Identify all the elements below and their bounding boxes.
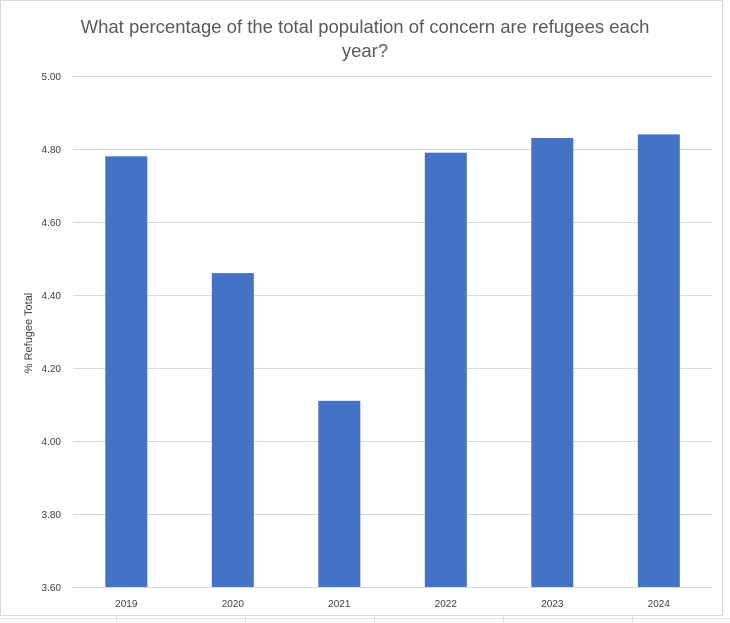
y-tick-label: 3.80 — [42, 510, 62, 521]
y-tick-label: 5.00 — [42, 72, 62, 83]
y-tick-label: 4.80 — [42, 145, 62, 156]
y-tick-label: 4.20 — [42, 364, 62, 375]
bar-2019 — [105, 156, 148, 588]
x-tick-label: 2024 — [648, 599, 671, 610]
bar-2022 — [424, 152, 467, 587]
y-axis-tick-labels: 3.60 3.80 4.00 4.20 4.40 4.60 4.80 5.00 — [42, 72, 62, 594]
x-tick-label: 2021 — [328, 599, 351, 610]
chart-title-line-2: year? — [342, 40, 388, 61]
bar-2024 — [637, 134, 680, 587]
y-tick-label: 4.40 — [42, 291, 62, 302]
y-tick-label: 4.60 — [42, 218, 62, 229]
x-axis-tick-labels: 2019 2020 2021 2022 2023 2024 — [115, 599, 670, 610]
y-tick-label: 4.00 — [42, 437, 62, 448]
bars — [105, 134, 680, 588]
bar-2023 — [531, 138, 574, 587]
chart-area[interactable]: What percentage of the total population … — [0, 0, 723, 616]
x-tick-label: 2023 — [541, 599, 564, 610]
bar-2021 — [318, 400, 361, 587]
bar-chart: What percentage of the total population … — [23, 16, 712, 610]
gridlines — [73, 76, 712, 588]
bar-2020 — [211, 273, 254, 587]
chart-title: What percentage of the total population … — [81, 16, 650, 61]
x-tick-label: 2020 — [222, 599, 245, 610]
chart-title-line-1: What percentage of the total population … — [81, 16, 650, 37]
y-axis-title: % Refugee Total — [23, 293, 35, 374]
x-tick-label: 2019 — [115, 599, 138, 610]
x-tick-label: 2022 — [435, 599, 458, 610]
y-tick-label: 3.60 — [42, 583, 62, 594]
